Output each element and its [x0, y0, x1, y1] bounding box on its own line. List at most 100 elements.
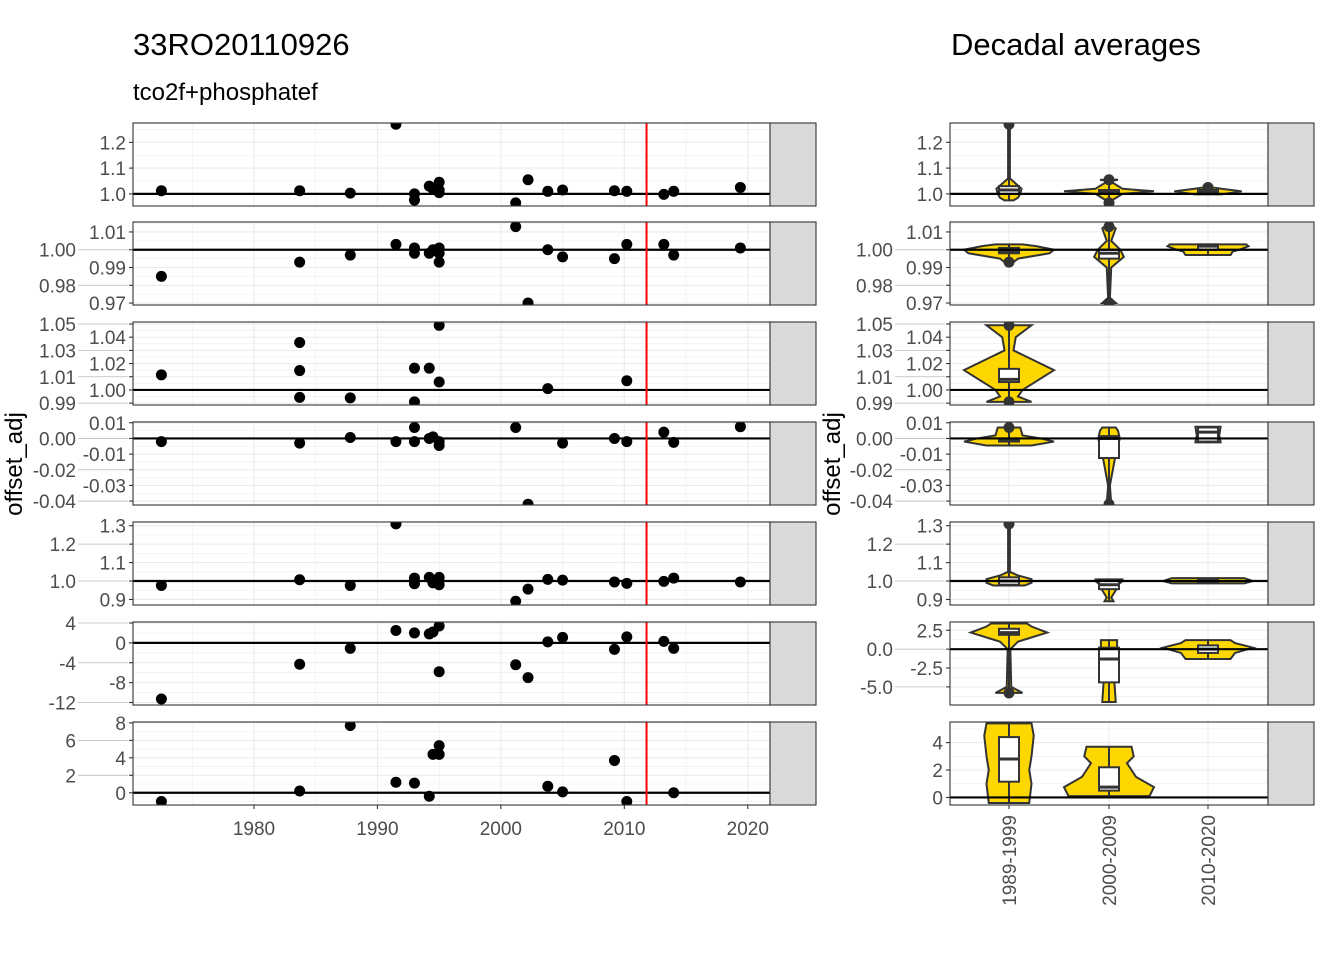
- data-point: [294, 574, 306, 586]
- data-point: [155, 270, 167, 282]
- outlier-point: [1003, 687, 1015, 699]
- x-tick-label: 1990: [356, 819, 398, 840]
- violin-panel-phosphate: phosphate1.051.041.031.021.011.000.99: [856, 315, 1315, 415]
- y-tick-label: 0.9: [917, 590, 943, 611]
- data-point: [390, 522, 402, 530]
- data-point: [155, 369, 167, 381]
- data-point: [344, 722, 356, 731]
- violins: [995, 123, 1242, 206]
- data-point: [294, 185, 306, 197]
- strip-salinity: [769, 421, 817, 506]
- points: [155, 322, 633, 405]
- points: [155, 722, 680, 805]
- data-point: [433, 322, 445, 331]
- time-series-panels: nitrate1.21.11.0oxygen1.011.000.990.980.…: [33, 122, 817, 840]
- panel-background: [133, 622, 770, 705]
- points: [155, 222, 746, 305]
- violin-panel-salinity: salinity0.010.00-0.01-0.02-0.03-0.04: [850, 414, 1315, 513]
- data-point: [668, 572, 680, 584]
- y-tick-label: 1.01: [89, 223, 126, 244]
- data-point: [344, 579, 356, 591]
- violin-panel-talk: talk2.50.0-2.5-5.0: [860, 621, 1315, 706]
- outlier-point: [1003, 396, 1015, 405]
- y-tick-label: 1.05: [856, 315, 893, 336]
- data-point: [433, 579, 445, 591]
- data-point: [155, 693, 167, 705]
- data-point: [658, 575, 670, 587]
- y-tick-label: 2.5: [917, 621, 943, 642]
- y-tick-label: 1.02: [89, 355, 126, 376]
- y-tick-label: 0.01: [906, 414, 943, 435]
- data-point: [658, 238, 670, 250]
- data-point: [621, 631, 633, 643]
- y-tick-label: 1.03: [39, 341, 76, 362]
- y-tick-label: -4: [59, 654, 76, 675]
- y-tick-label: -0.01: [83, 445, 126, 466]
- y-tick-label: 1.1: [100, 554, 126, 575]
- data-point: [522, 583, 534, 595]
- data-point: [557, 631, 569, 643]
- x-tick-label: 1980: [233, 819, 275, 840]
- strip-phosphate: [1267, 321, 1315, 406]
- x-tick-label: 2010-2020: [1199, 815, 1220, 906]
- panel-oxygen: oxygen1.011.000.990.980.97: [39, 221, 817, 315]
- y-tick-label: -0.04: [33, 492, 77, 513]
- data-point: [522, 297, 534, 305]
- data-point: [433, 376, 445, 388]
- violin-panel-oxygen: oxygen1.011.000.990.980.97: [856, 221, 1315, 315]
- data-point: [344, 249, 356, 261]
- y-tick-label: 0.00: [856, 429, 893, 450]
- strip-talk: [769, 621, 817, 706]
- data-point: [408, 194, 420, 206]
- y-tick-label: 1.01: [906, 223, 943, 244]
- y-tick-label: 1.0: [867, 572, 893, 593]
- data-point: [294, 437, 306, 449]
- data-point: [294, 256, 306, 268]
- data-point: [294, 658, 306, 670]
- panel-background: [133, 722, 770, 805]
- data-point: [433, 748, 445, 760]
- strip-oxygen: [769, 221, 817, 306]
- data-point: [608, 754, 620, 766]
- y-tick-label: 1.04: [906, 328, 943, 349]
- data-point: [734, 422, 746, 433]
- data-point: [658, 426, 670, 438]
- panel-salinity: salinity0.010.00-0.01-0.02-0.03-0.04: [33, 414, 817, 513]
- data-point: [510, 222, 522, 233]
- outlier-point: [1103, 297, 1115, 305]
- data-point: [390, 624, 402, 636]
- points: [155, 422, 746, 505]
- data-point: [542, 244, 554, 256]
- data-point: [155, 579, 167, 591]
- panel-background: [133, 422, 770, 505]
- data-point: [423, 790, 435, 802]
- outlier-point: [1003, 256, 1015, 268]
- data-point: [408, 247, 420, 259]
- data-point: [294, 365, 306, 377]
- panel-sillicate: sillicate1.31.21.11.00.9: [50, 517, 817, 611]
- data-point: [433, 247, 445, 259]
- strip-phosphate: [769, 321, 817, 406]
- strip-salinity: [1267, 421, 1315, 506]
- data-point: [621, 577, 633, 589]
- violin-panel-sillicate: sillicate1.31.21.11.00.9: [867, 517, 1315, 611]
- y-tick-label: -0.02: [33, 461, 76, 482]
- y-tick-label: 1.0: [50, 572, 76, 593]
- y-tick-label: -12: [49, 694, 76, 715]
- data-point: [433, 666, 445, 678]
- data-point: [608, 576, 620, 588]
- data-point: [668, 249, 680, 261]
- y-tick-label: -0.01: [900, 445, 943, 466]
- y-tick-label: -5.0: [860, 678, 893, 699]
- data-point: [155, 796, 167, 805]
- data-point: [408, 777, 420, 789]
- data-point: [155, 436, 167, 448]
- data-point: [608, 253, 620, 265]
- y-tick-label: 1.1: [917, 159, 943, 180]
- y-tick-label: 1.01: [856, 368, 893, 389]
- data-point: [621, 796, 633, 805]
- data-point: [621, 436, 633, 448]
- data-point: [542, 383, 554, 395]
- data-point: [408, 578, 420, 590]
- y-tick-label: 1.02: [906, 355, 943, 376]
